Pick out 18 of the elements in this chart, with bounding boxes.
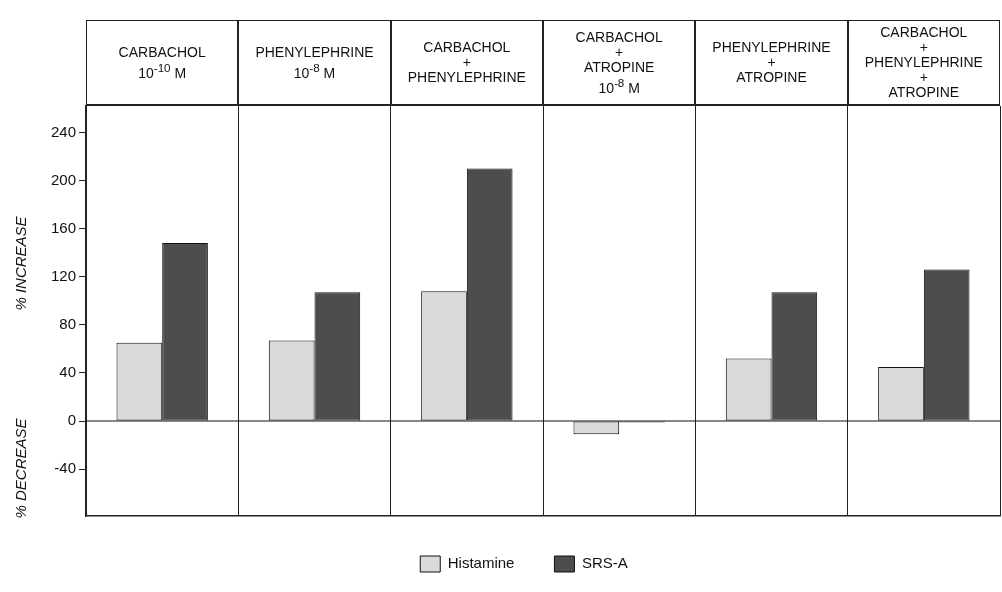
x-tick-label: CARBACHOL + PHENYLEPHRINE + ATROPINE bbox=[864, 24, 983, 100]
y-tick-label: 200 bbox=[51, 170, 77, 188]
x-tick-label: PHENYLEPHRINE 10$^{-8}$ M bbox=[255, 43, 374, 81]
y-axis-title: % INCREASE bbox=[12, 215, 30, 311]
legend-label: Histamine bbox=[447, 554, 515, 572]
x-tick-label: CARBACHOL + PHENYLEPHRINE bbox=[407, 39, 526, 85]
y-tick-label: 120 bbox=[51, 266, 77, 284]
y-tick-label: 240 bbox=[51, 122, 77, 140]
text: % DECREASE bbox=[12, 417, 30, 519]
y-tick-label: 0 bbox=[67, 411, 77, 429]
y-tick-label: 80 bbox=[59, 314, 77, 332]
x-tick-label: PHENYLEPHRINE + ATROPINE bbox=[712, 39, 831, 85]
y-tick-label: 160 bbox=[51, 218, 77, 236]
y-tick-label: -40 bbox=[54, 459, 77, 477]
legend-label: SRS-A bbox=[581, 554, 628, 572]
x-tick-label: CARBACHOL + ATROPINE 10$^{-8}$ M bbox=[575, 28, 663, 96]
x-tick-label: CARBACHOL 10$^{-10}$ M bbox=[118, 43, 206, 81]
y-tick-label: 40 bbox=[59, 363, 77, 381]
